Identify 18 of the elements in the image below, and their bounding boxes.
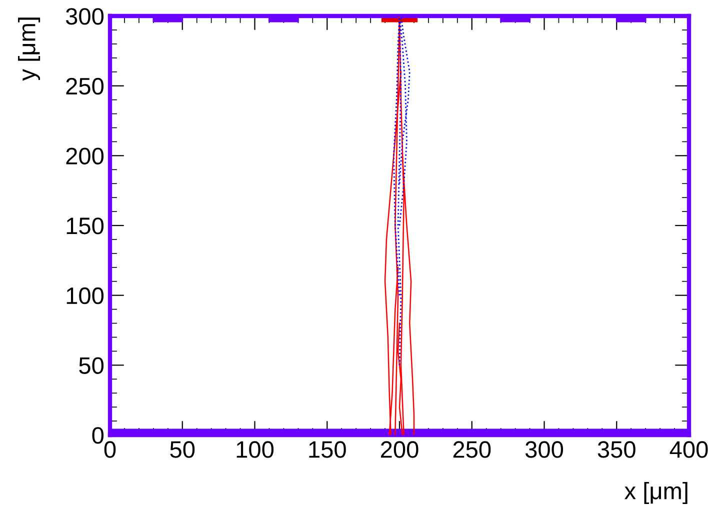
y-tick-label: 250 xyxy=(66,78,104,95)
x-tick-label: 400 xyxy=(670,441,708,458)
y-axis-title: y [μm] xyxy=(18,18,40,81)
x-tick-label: 50 xyxy=(170,441,195,458)
x-tick-label: 100 xyxy=(236,441,274,458)
x-tick-label: 250 xyxy=(453,441,491,458)
y-tick-label: 150 xyxy=(66,218,104,234)
x-tick-label: 150 xyxy=(309,441,346,458)
x-tick-label: 0 xyxy=(104,441,116,458)
x-tick-label: 200 xyxy=(380,441,418,458)
x-axis-title: x [μm] xyxy=(624,482,688,504)
y-tick-label: 200 xyxy=(66,148,104,164)
y-tick-label: 50 xyxy=(79,357,104,374)
x-tick-label: 350 xyxy=(598,441,636,458)
x-tick-label: 300 xyxy=(525,441,564,458)
y-tick-label: 100 xyxy=(66,287,104,304)
y-tick-label: 300 xyxy=(66,8,104,25)
y-tick-label: 0 xyxy=(92,427,104,444)
